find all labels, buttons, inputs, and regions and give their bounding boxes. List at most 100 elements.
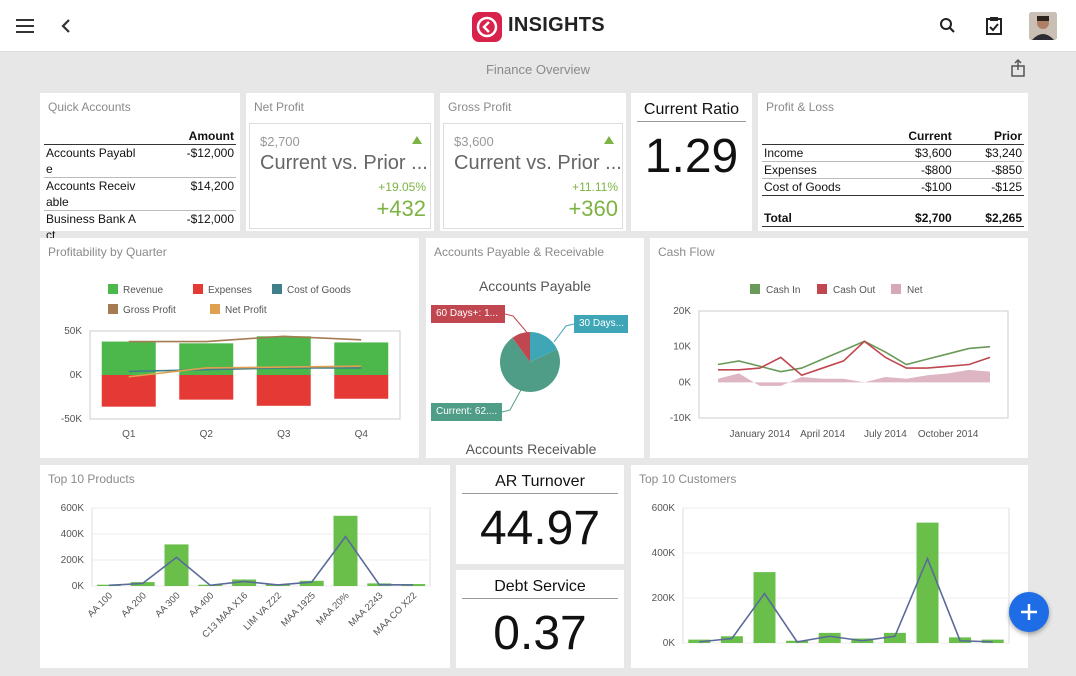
x-tick-label: AA 200 [119, 590, 148, 619]
legend-swatch [210, 304, 220, 314]
x-tick-label: Q4 [355, 429, 369, 440]
card-title: Quick Accounts [48, 100, 131, 114]
bar [333, 515, 358, 586]
cell: -$125 [991, 180, 1022, 194]
table-row: Income $3,600 $3,240 [762, 145, 1024, 162]
bar [256, 336, 311, 375]
add-button[interactable] [1009, 592, 1049, 632]
card-title: AR Turnover [495, 473, 585, 490]
y-tick-label: 600K [61, 503, 85, 514]
pie-callout: 60 Days+: 1... [431, 305, 505, 323]
legend-swatch [272, 284, 282, 294]
x-tick-label: AA 400 [187, 590, 216, 619]
quick-accounts-card[interactable]: Quick Accounts Amount Accounts Payable -$… [40, 93, 240, 244]
y-tick-label: -10K [670, 413, 691, 424]
column-header: Prior [953, 128, 1024, 145]
bar [753, 572, 776, 643]
avatar[interactable] [1029, 12, 1057, 40]
y-tick-label: 20K [673, 306, 691, 317]
bar [164, 544, 189, 586]
ar-turnover-card[interactable]: AR Turnover 44.97 [456, 465, 624, 564]
bar [101, 341, 156, 375]
legend-label: Cost of Goods [287, 285, 351, 296]
legend-label: Net [907, 285, 923, 296]
row-label: Expenses [764, 163, 817, 177]
divider [637, 121, 746, 122]
y-tick-label: 0K [679, 377, 692, 388]
kpi-caption: Current vs. Prior ... [454, 152, 622, 174]
bar [401, 584, 426, 586]
trend-up-icon [412, 136, 422, 144]
kpi-percent: +11.11% [572, 180, 618, 194]
legend-label: Cash In [766, 285, 800, 296]
cell: $3,600 [915, 146, 952, 160]
table-row: Business Bank Act -$12,000 [44, 211, 236, 244]
card-title: Top 10 Customers [639, 472, 737, 486]
top-app-bar: INSIGHTS [0, 0, 1076, 52]
plot-area [682, 507, 1010, 644]
series-line [128, 367, 362, 373]
pie-slice [500, 337, 560, 392]
cell: $2,700 [915, 210, 952, 225]
cash-flow-card[interactable]: Cash Flow Cash In Cash Out Net 20K 10K 0K -10… [650, 238, 1028, 458]
legend-label: Revenue [123, 285, 163, 296]
debt-service-card[interactable]: Debt Service 0.37 [456, 570, 624, 668]
y-tick-label: 0K [72, 581, 85, 592]
bar [720, 636, 743, 643]
card-title: Current Ratio [643, 101, 740, 118]
y-tick-label: 400K [652, 548, 676, 559]
share-icon[interactable] [1008, 58, 1028, 78]
net-profit-card[interactable]: Net Profit $2,700 Current vs. Prior ... … [246, 93, 434, 231]
search-icon[interactable] [936, 14, 960, 38]
row-label: Accounts Payable [46, 146, 136, 176]
row-amount: -$12,000 [186, 146, 234, 160]
legend-swatch [108, 284, 118, 294]
series-line [718, 340, 991, 377]
logo-icon [476, 16, 498, 38]
cash-flow-chart: Cash In Cash Out Net 20K 10K 0K -10K January 2… [670, 284, 1009, 440]
app-title: INSIGHTS [508, 14, 605, 36]
divider [462, 493, 618, 494]
plot-area [91, 507, 431, 587]
back-icon[interactable] [56, 14, 76, 38]
plot-area [89, 330, 401, 420]
kpi-delta: +360 [568, 196, 618, 221]
bar [179, 375, 234, 400]
card-title: Accounts Payable & Receivable [434, 245, 605, 259]
pie-bottom-label: Accounts Receivable [465, 441, 597, 457]
bar [232, 579, 257, 586]
x-tick-label: MAA 1925 [279, 590, 318, 629]
gross-profit-card[interactable]: Gross Profit $3,600 Current vs. Prior ..… [440, 93, 626, 231]
checklist-icon[interactable] [982, 14, 1006, 38]
menu-icon[interactable] [14, 16, 36, 36]
top-customers-card[interactable]: Top 10 Customers 600K 400K 200K 0K [631, 465, 1028, 668]
pie-callout: 30 Days... [574, 315, 628, 333]
x-tick-label: AA 300 [153, 590, 182, 619]
legend-label: Gross Profit [123, 305, 176, 316]
series-line [108, 535, 414, 587]
table-row: Cost of Goods -$100 -$125 [762, 179, 1024, 196]
bar [101, 375, 156, 407]
x-tick-label: Q1 [122, 429, 136, 440]
ap-ar-card[interactable]: Accounts Payable & Receivable Accounts P… [426, 238, 644, 458]
table-row: Accounts Receivable $14,200 [44, 178, 236, 211]
legend-swatch [193, 284, 203, 294]
top-products-card[interactable]: Top 10 Products 600K 400K 200K 0K AA 100 AA 2… [40, 465, 450, 668]
row-amount: $14,200 [190, 179, 234, 193]
card-title: Profitability by Quarter [48, 245, 167, 259]
series-line [128, 335, 362, 343]
plus-icon [1021, 604, 1037, 620]
y-tick-label: -50K [61, 414, 82, 425]
y-tick-label: 0K [663, 638, 676, 649]
profit-loss-card[interactable]: Profit & Loss Current Prior Income $3,600 $… [758, 93, 1028, 231]
cell: $3,240 [985, 146, 1022, 160]
total-row: Total $2,700 $2,265 [762, 210, 1024, 226]
series-line [717, 340, 991, 373]
current-ratio-card[interactable]: Current Ratio 1.29 [631, 93, 752, 231]
callout-line [553, 323, 575, 343]
profitability-card[interactable]: Profitability by Quarter Revenue Expenses… [40, 238, 419, 458]
bar [916, 522, 939, 643]
column-header: Current [872, 128, 954, 145]
legend-label: Cash Out [833, 285, 875, 296]
